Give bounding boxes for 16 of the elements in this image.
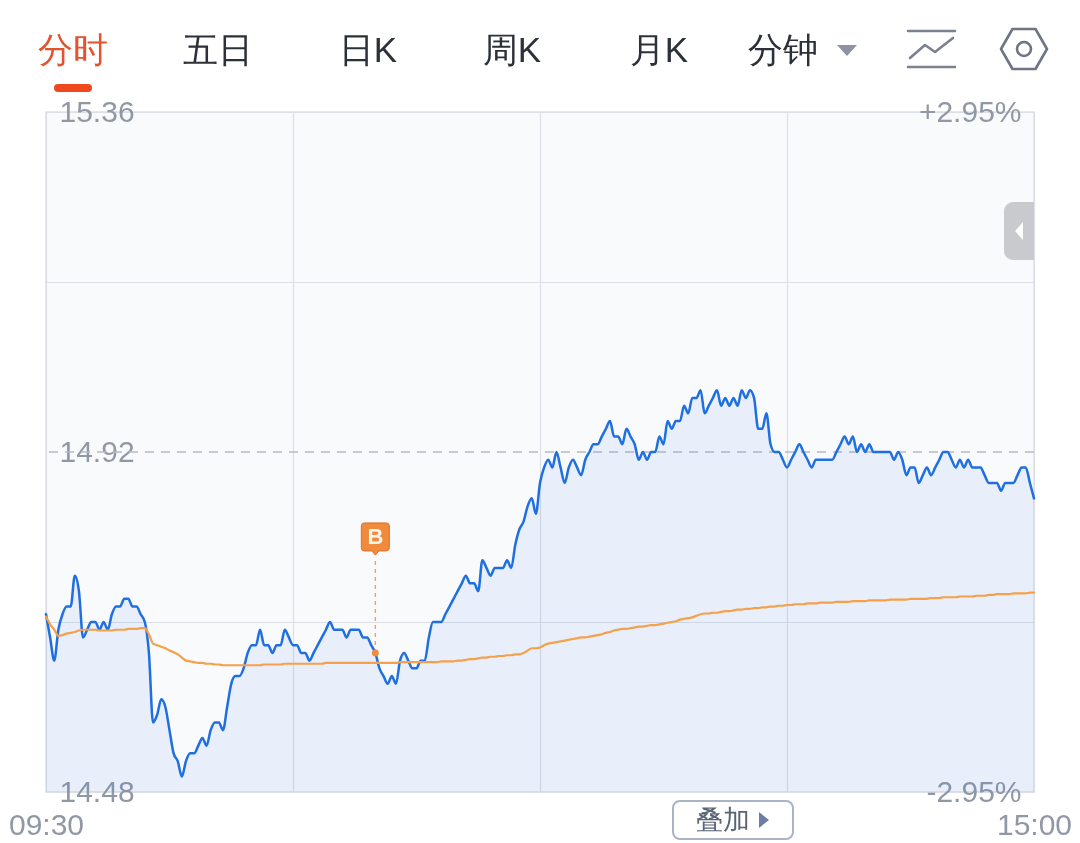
y-tick-label: 14.92 xyxy=(59,434,135,468)
text: 分时 xyxy=(38,29,108,71)
text: 月K xyxy=(629,29,689,71)
x-tick-label: 09:30 xyxy=(8,807,85,841)
y2-tick-label: -2.95% xyxy=(926,774,1022,808)
text: 分钟 xyxy=(748,29,818,71)
text: 五日 xyxy=(183,29,253,71)
y2-tick-label: +2.95% xyxy=(918,94,1022,128)
text: 周K xyxy=(482,29,542,71)
x-tick-label: 15:00 xyxy=(996,807,1073,841)
text: B xyxy=(367,523,384,549)
text: 日K xyxy=(338,29,398,71)
y-tick-label: 15.36 xyxy=(59,94,135,128)
y-tick-label: 14.48 xyxy=(59,774,135,808)
button: 叠加 xyxy=(672,800,794,840)
line-series xyxy=(44,591,1036,667)
